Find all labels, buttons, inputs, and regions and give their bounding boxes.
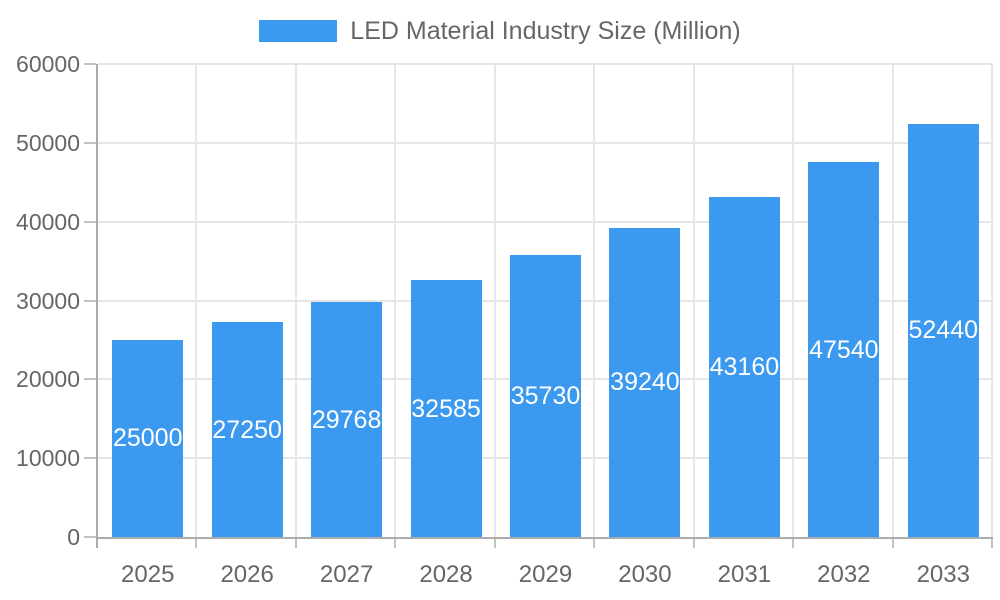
x-tick [593,539,596,548]
x-axis-label: 2028 [419,561,473,588]
bar-value-label: 47540 [809,335,879,364]
bar-value-label: 39240 [610,368,680,397]
y-axis-label: 50000 [16,129,80,156]
x-gridline [195,63,198,537]
x-gridline [792,63,795,537]
bar-2031[interactable] [708,196,780,537]
legend-label: LED Material Industry Size (Million) [350,16,741,45]
y-axis-label: 40000 [16,208,80,235]
x-axis-label: 2027 [319,561,374,588]
bar-value-label: 27250 [212,415,282,444]
x-axis-label: 2026 [220,561,274,588]
x-gridline [891,63,894,537]
bar-value-label: 52440 [908,316,979,345]
y-axis-label: 30000 [16,287,80,314]
bar-2027[interactable] [311,302,383,537]
x-gridline [294,63,297,537]
x-axis-label: 2029 [518,561,573,588]
y-tick [84,63,96,65]
x-axis-label: 2032 [817,561,871,588]
bar-value-label: 35730 [510,382,581,411]
x-tick [195,539,198,548]
x-tick [792,539,795,548]
plot-area: 0 10000 20000 30000 40000 50000 60000 25000 2025… [16,51,993,588]
y-tick [84,299,96,302]
y-axis-label: 10000 [16,445,80,472]
x-tick [692,539,695,548]
x-tick [294,539,297,548]
bar-2030[interactable] [609,227,681,537]
x-axis-label: 2033 [916,561,970,588]
y-gridline [98,220,993,223]
x-tick [394,539,397,548]
y-tick [84,536,96,538]
y-axis-label: 60000 [16,51,80,77]
y-gridline [98,63,993,65]
y-axis-label: 20000 [16,366,80,393]
y-axis-label: 0 [67,524,80,550]
y-tick [84,378,96,381]
bar-2026[interactable] [211,322,283,537]
x-gridline [394,63,397,537]
x-axis-label: 2025 [121,561,175,588]
x-gridline [991,63,993,537]
y-tick [84,457,96,460]
bar-2029[interactable] [510,255,581,537]
bar-value-label: 43160 [709,352,780,381]
legend[interactable]: LED Material Industry Size (Million) [0,17,1000,45]
x-axis-label: 2031 [717,561,772,588]
x-axis-label: 2030 [618,561,672,588]
x-gridline [593,63,596,537]
y-tick [84,141,96,144]
bar-2032[interactable] [808,162,880,537]
x-tick [891,539,894,548]
bar-2028[interactable] [410,280,482,537]
bar-2033[interactable] [907,123,979,537]
bar-value-label: 25000 [112,424,183,453]
x-tick [991,539,993,548]
x-tick [493,539,496,548]
y-gridline [98,141,993,144]
x-gridline [493,63,496,537]
legend-swatch [259,20,338,42]
x-tick [96,539,98,548]
bar-2025[interactable] [112,339,184,537]
y-tick [84,220,96,223]
x-gridline [692,63,695,537]
bar-value-label: 29768 [311,405,382,434]
bar-value-label: 32585 [411,394,481,423]
